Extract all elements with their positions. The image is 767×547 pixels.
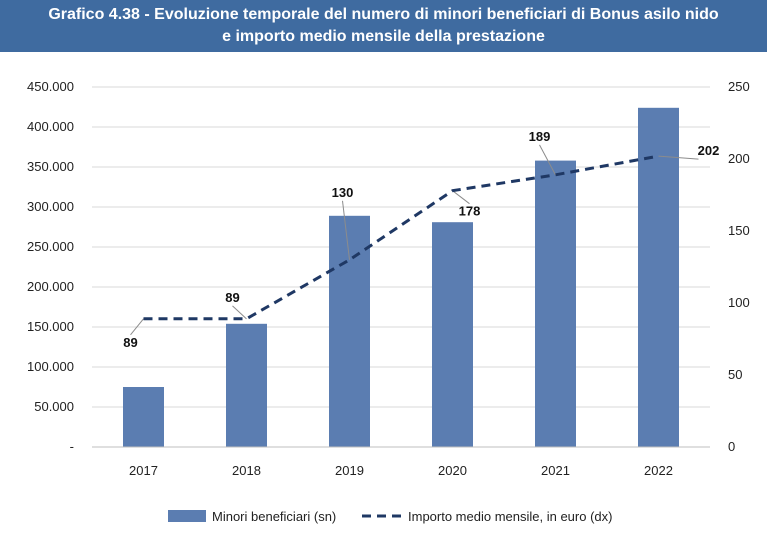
bar xyxy=(123,387,164,447)
leader-line xyxy=(452,190,470,205)
line-path xyxy=(143,154,659,321)
legend-line-label: Importo medio mensile, in euro (dx) xyxy=(408,509,612,524)
x-axis: 2017 2018 2019 2020 2021 2022 xyxy=(92,446,710,478)
left-tick-label: 250.000 xyxy=(27,239,74,254)
bar xyxy=(535,160,576,447)
chart-title-line-2: e importo medio mensile della prestazion… xyxy=(222,28,545,45)
bar xyxy=(638,107,679,448)
left-tick-label: 300.000 xyxy=(27,199,74,214)
x-tick-label: 2017 xyxy=(129,463,158,478)
leader-line xyxy=(130,318,144,336)
left-tick-label: 50.000 xyxy=(34,399,74,414)
data-label: 89 xyxy=(123,335,137,350)
left-tick-label: 200.000 xyxy=(27,279,74,294)
label-leader-lines xyxy=(130,144,699,336)
leader-line xyxy=(658,155,699,160)
x-tick-label: 2018 xyxy=(232,463,261,478)
data-label: 189 xyxy=(529,129,551,144)
x-tick-label: 2020 xyxy=(438,463,467,478)
left-tick-label: 150.000 xyxy=(27,319,74,334)
data-label: 130 xyxy=(332,185,354,200)
bar xyxy=(432,222,473,447)
right-tick-label: 200 xyxy=(728,151,750,166)
left-tick-label: 450.000 xyxy=(27,79,74,94)
line-series xyxy=(143,154,659,321)
legend-bar-label: Minori beneficiari (sn) xyxy=(212,509,336,524)
right-tick-label: 100 xyxy=(728,295,750,310)
legend: Minori beneficiari (sn) Importo medio men… xyxy=(168,509,612,524)
chart-title-line-1: Grafico 4.38 - Evoluzione temporale del … xyxy=(48,6,719,23)
leader-line xyxy=(342,200,350,260)
data-label: 202 xyxy=(698,143,720,158)
right-tick-label: 150 xyxy=(728,223,750,238)
data-label: 178 xyxy=(459,204,481,219)
data-label: 89 xyxy=(225,290,239,305)
leader-line xyxy=(232,305,247,320)
left-tick-label: 100.000 xyxy=(27,359,74,374)
chart-header: Grafico 4.38 - Evoluzione temporale del … xyxy=(0,0,767,52)
left-tick-label: 400.000 xyxy=(27,119,74,134)
right-axis: 0 50 100 150 200 250 xyxy=(728,79,750,454)
legend-bar-swatch xyxy=(168,510,206,522)
right-tick-label: 0 xyxy=(728,439,735,454)
right-tick-label: 50 xyxy=(728,367,742,382)
bar xyxy=(329,215,370,447)
bar xyxy=(226,323,267,447)
x-tick-label: 2022 xyxy=(644,463,673,478)
gridlines xyxy=(92,86,710,448)
right-tick-label: 250 xyxy=(728,79,750,94)
x-tick-label: 2019 xyxy=(335,463,364,478)
leader-line xyxy=(539,144,556,176)
left-tick-label: 350.000 xyxy=(27,159,74,174)
bar-series xyxy=(123,107,679,448)
line-data-labels: 89 89 130 178 189 202 xyxy=(123,129,719,350)
x-tick-label: 2021 xyxy=(541,463,570,478)
left-axis: - 50.000 100.000 150.000 200.000 250.000 300.0… xyxy=(27,79,74,454)
left-tick-label: - xyxy=(70,439,74,454)
